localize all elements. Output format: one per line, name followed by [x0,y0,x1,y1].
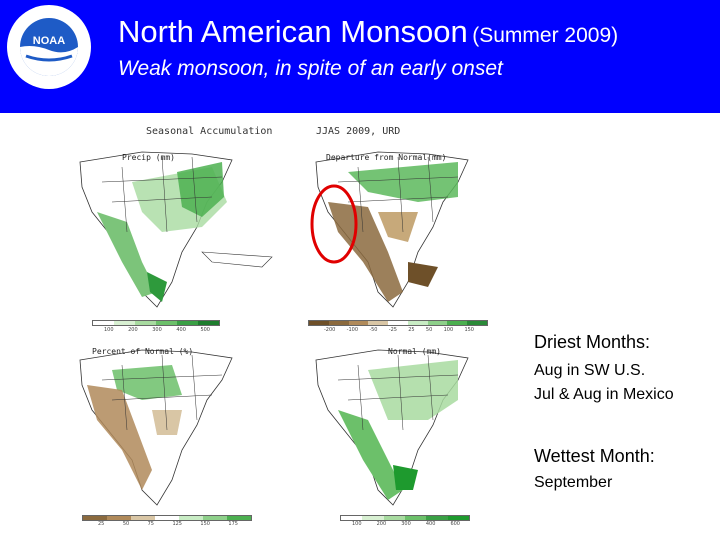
figure-title-left: Seasonal Accumulation [146,126,273,137]
wettest-line-1: September [534,474,613,491]
map-departure: Departure from Normal(mm) [310,151,469,308]
title-main: North American Monsoon [118,14,468,49]
map-percent: Percent of Normal (%) [79,347,233,506]
title-banner: NOAA North American Monsoon (Summer 2009… [0,0,720,113]
svg-text:NOAA: NOAA [33,35,65,47]
svg-text:Departure from Normal(mm): Departure from Normal(mm) [326,153,446,162]
slide-subtitle: Weak monsoon, in spite of an early onset [118,57,503,80]
colorbar-normal [340,515,470,521]
driest-heading: Driest Months: [534,332,651,352]
highlight-circle [310,184,358,264]
colorbar-normal-ticks: 100 200 300 400 600 [352,521,460,527]
driest-line-1: Aug in SW U.S. [534,362,646,379]
wettest-heading: Wettest Month: [534,446,655,466]
map-precip: Precip (mm) [79,151,273,308]
colorbar-departure-ticks: -200 -100 -50 -25 25 50 100 150 [324,327,474,333]
slide-title: North American Monsoon (Summer 2009) [118,14,618,50]
colorbar-percent-ticks: 25 50 75 125 150 175 [98,521,238,527]
svg-text:Precip (mm): Precip (mm) [122,153,175,162]
noaa-logo: NOAA [7,5,91,89]
title-season: (Summer 2009) [472,24,619,47]
colorbar-departure [308,320,488,326]
colorbar-percent [82,515,252,521]
driest-line-2: Jul & Aug in Mexico [534,386,674,403]
figure-title-right: JJAS 2009, URD [316,126,401,137]
map-normal: Normal (mm) [315,347,469,506]
colorbar-precip-ticks: 100 200 300 400 500 [104,327,210,333]
colorbar-precip [92,320,220,326]
svg-text:Normal (mm): Normal (mm) [388,347,441,356]
svg-text:Percent of Normal (%): Percent of Normal (%) [92,347,193,356]
precipitation-maps-figure: Seasonal Accumulation JJAS 2009, URD Pre… [68,120,538,530]
